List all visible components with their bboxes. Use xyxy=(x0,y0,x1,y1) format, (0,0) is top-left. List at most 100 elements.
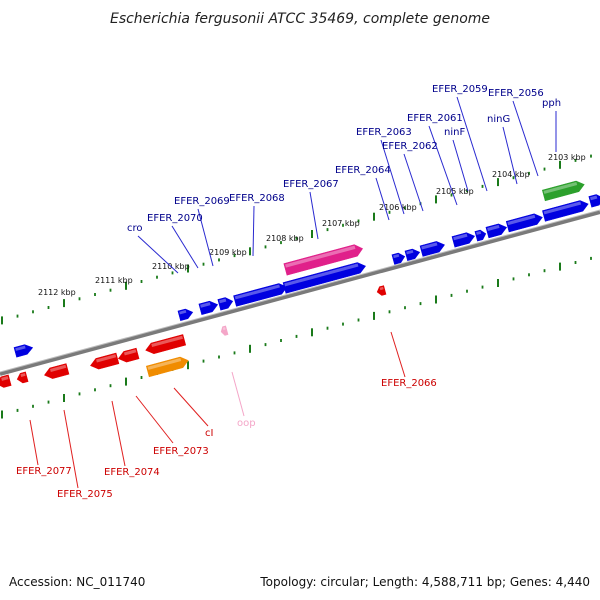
gene-arrow-body xyxy=(282,262,366,294)
label-leader-line xyxy=(375,177,390,221)
label-leader-line xyxy=(173,387,209,427)
label-leader-line xyxy=(403,153,424,212)
gene-arrow-shine xyxy=(543,182,578,194)
gene-arrow-shine xyxy=(200,302,211,308)
genome-summary-text: Topology: circular; Length: 4,588,711 bp… xyxy=(259,575,590,589)
accession-text: Accession: NC_011740 xyxy=(9,575,145,589)
gene-arrow xyxy=(404,248,421,261)
scale-label: 2105 kbp xyxy=(436,187,474,196)
gene-arrow xyxy=(542,200,589,222)
gene-arrow-shine xyxy=(234,284,280,300)
gene-label-forward: EFER_2067 xyxy=(283,179,339,190)
gene-arrow-body xyxy=(419,241,445,257)
label-leader-line xyxy=(512,100,539,177)
gene-arrow-body xyxy=(0,374,12,388)
gene-arrow xyxy=(0,374,12,388)
scale-label: 2103 kbp xyxy=(548,153,586,162)
map-title: Escherichia fergusonii ATCC 35469, compl… xyxy=(110,11,490,27)
gene-arrow-shine xyxy=(453,233,468,241)
gene-arrow-body xyxy=(198,300,219,315)
gene-arrow xyxy=(16,371,29,384)
gene-label-reverse: EFER_2074 xyxy=(104,467,160,478)
gene-arrow xyxy=(391,252,406,265)
gene-arrow xyxy=(198,300,219,315)
gene-arrow xyxy=(44,363,70,379)
scale-label: 2112 kbp xyxy=(38,288,76,297)
gene-arrow xyxy=(217,297,234,311)
gene-label-forward: ninG xyxy=(487,114,510,125)
gene-labels: cro EFER_2070 EFER_2069 EFER_2068 EFER_2067 E… xyxy=(16,84,561,500)
gene-arrow xyxy=(376,285,387,296)
scale-label: 2108 kbp xyxy=(266,234,304,243)
label-leader-line xyxy=(502,126,518,185)
genome-backbone-highlight xyxy=(0,209,600,373)
gene-label-forward: pph xyxy=(542,98,561,109)
gene-label-reverse: cI xyxy=(205,428,213,439)
label-leader-line xyxy=(197,208,214,267)
label-leader-line xyxy=(137,235,179,274)
gene-arrow-body xyxy=(505,213,543,233)
gene-arrow-body xyxy=(217,297,234,311)
label-leader-lines xyxy=(29,96,557,489)
scale-label: 2104 kbp xyxy=(492,170,530,179)
gene-label-reverse: oop xyxy=(237,418,256,429)
gene-arrow xyxy=(283,244,363,276)
gene-label-forward: EFER_2069 xyxy=(174,196,230,207)
scale-label: 2109 kbp xyxy=(209,248,247,257)
gene-arrow-body xyxy=(376,285,387,296)
gene-arrow xyxy=(485,223,508,239)
label-leader-line xyxy=(428,125,458,206)
label-leader-line xyxy=(111,400,126,467)
gene-arrow-body xyxy=(541,180,585,202)
gene-arrow xyxy=(90,352,120,370)
scale-ticks xyxy=(1,154,592,419)
gene-arrow-shine xyxy=(543,201,582,215)
gene-arrow xyxy=(541,180,585,202)
gene-arrow-shine xyxy=(123,349,137,356)
gene-arrow-shine xyxy=(590,195,598,201)
gene-label-forward: EFER_2070 xyxy=(147,213,203,224)
gene-arrow-body xyxy=(542,200,589,222)
gene-arrow xyxy=(145,356,189,378)
gene-arrow-shine xyxy=(406,249,414,255)
gene-label-forward: EFER_2059 xyxy=(432,84,488,95)
gene-arrow-shine xyxy=(219,298,227,304)
gene-arrow-shine xyxy=(393,253,400,259)
label-leader-line xyxy=(456,96,488,192)
gene-arrow-shine xyxy=(487,224,500,231)
gene-arrow-body xyxy=(220,325,229,336)
gene-arrow-body xyxy=(13,344,34,358)
gene-arrow-shine xyxy=(96,354,117,363)
gene-arrow-body xyxy=(145,356,189,378)
gene-arrow-shine xyxy=(147,358,182,370)
gene-label-forward: EFER_2056 xyxy=(488,88,544,99)
gene-arrow xyxy=(177,308,194,321)
gene-arrow-shine xyxy=(284,263,359,287)
gene-arrow xyxy=(220,325,229,336)
gene-arrow xyxy=(451,232,476,248)
gene-arrow-body xyxy=(145,334,187,354)
gene-arrow-body xyxy=(233,283,288,307)
label-leader-line xyxy=(171,225,199,269)
gene-arrow-body xyxy=(474,229,487,242)
label-leader-line xyxy=(390,331,406,378)
scale-label: 2106 kbp xyxy=(379,203,417,212)
gene-label-reverse: EFER_2073 xyxy=(153,446,209,457)
gene-arrow xyxy=(117,347,140,363)
label-leader-line xyxy=(29,419,39,466)
gene-label-forward: EFER_2063 xyxy=(356,127,412,138)
gene-arrow-shine xyxy=(151,335,183,348)
label-leader-line xyxy=(135,395,174,444)
gene-arrow-body xyxy=(588,194,600,208)
gene-arrow-body xyxy=(283,244,363,276)
gene-label-reverse: EFER_2075 xyxy=(57,489,113,500)
label-leader-line xyxy=(63,409,79,489)
gene-label-reverse: EFER_2077 xyxy=(16,466,72,477)
gene-arrow xyxy=(282,262,366,294)
scale-label: 2111 kbp xyxy=(95,276,133,285)
scale-label: 2107 kbp xyxy=(322,219,360,228)
gene-arrow-body xyxy=(404,248,421,261)
gene-arrow-shine xyxy=(1,376,9,381)
gene-arrow xyxy=(505,213,543,233)
